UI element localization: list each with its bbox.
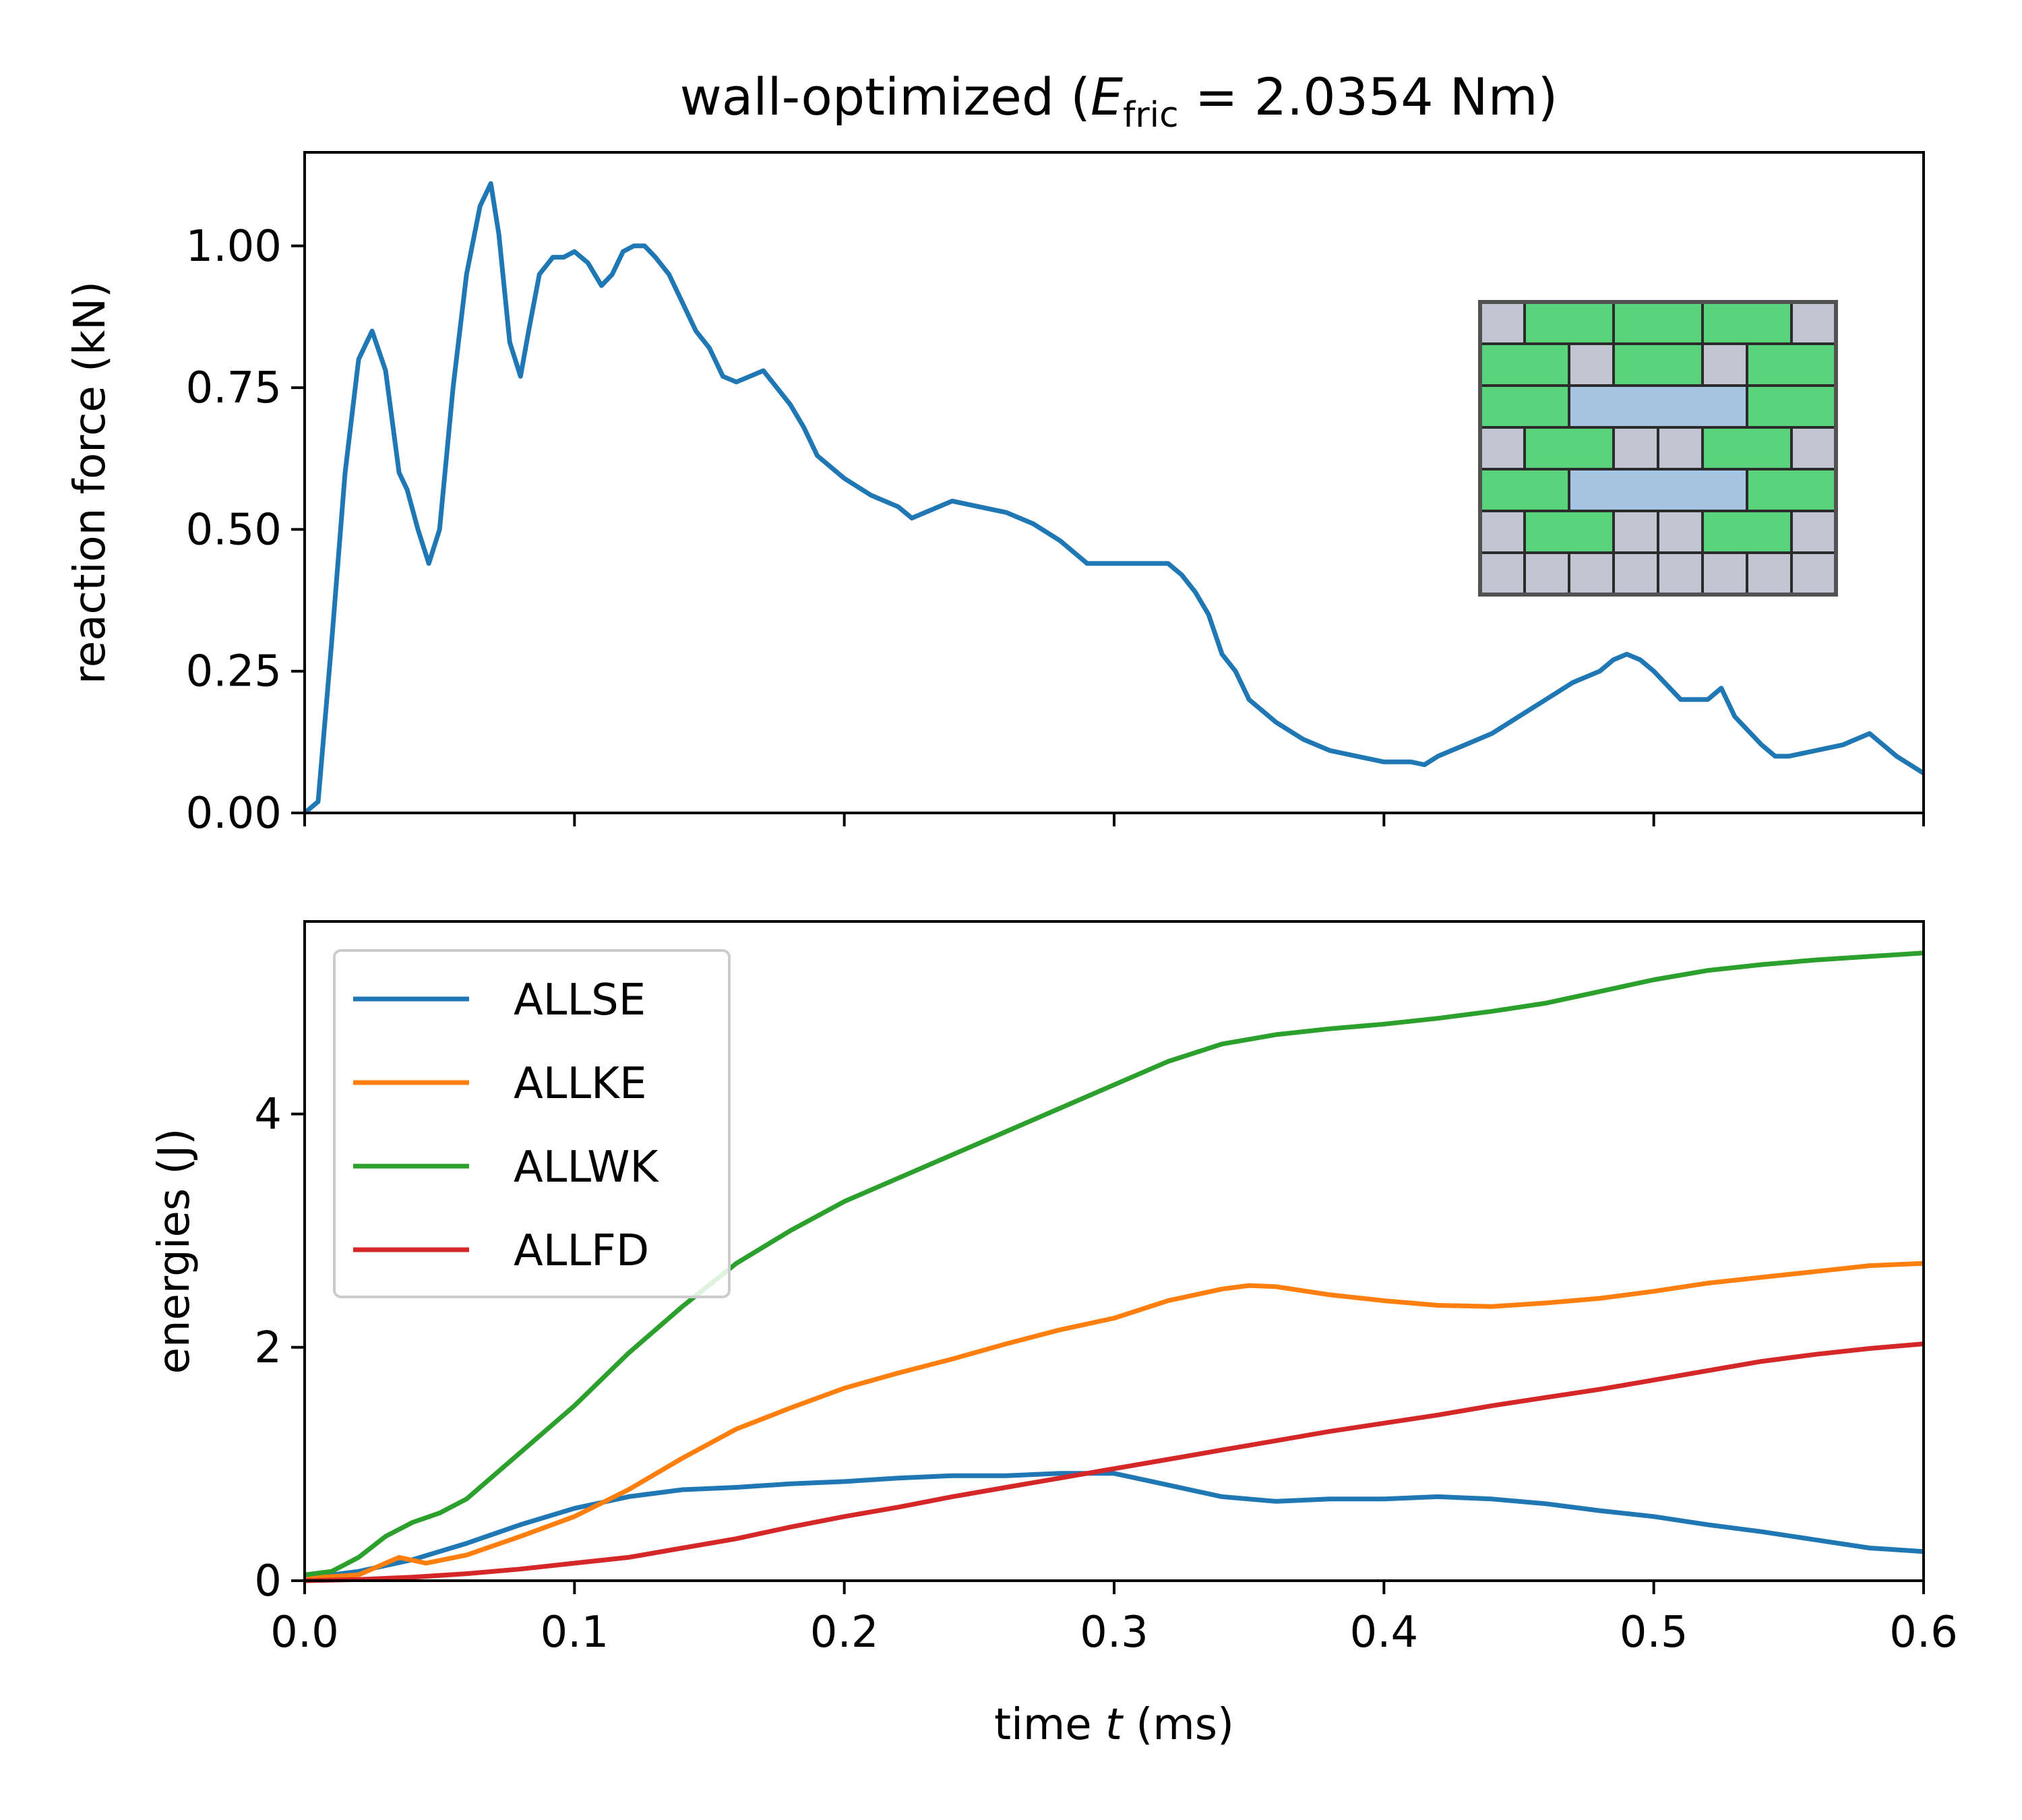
top-y-axis-label: reaction force (kN) (65, 281, 115, 684)
inset-cell (1523, 426, 1615, 471)
inset-cell (1790, 301, 1837, 345)
top-x-ticks (303, 813, 1925, 826)
inset-cell (1568, 342, 1615, 387)
inset-cell (1479, 301, 1526, 345)
inset-cell (1657, 510, 1704, 554)
inset-cell (1657, 551, 1704, 596)
bottom-y-tick-label: 0 (254, 1556, 282, 1606)
inset-cell (1612, 510, 1659, 554)
bottom-panel: 0.0 0.1 0.2 0.3 0.4 0.5 0.6 0 2 4 energies (J) t… (150, 920, 1958, 1750)
inset-cell (1479, 551, 1526, 596)
bottom-y-tick-label: 2 (254, 1323, 282, 1373)
top-y-tick-label: 1.00 (186, 222, 282, 272)
inset-cell (1523, 510, 1615, 554)
bottom-x-axis-label: time t (ms) (994, 1700, 1234, 1750)
bottom-x-tick-label: 0.5 (1620, 1608, 1688, 1658)
bottom-x-tick-label: 0.2 (810, 1608, 879, 1658)
series-line-allfd (304, 1341, 1924, 1583)
bottom-x-tick-label: 0.3 (1080, 1608, 1148, 1658)
bottom-x-ticks: 0.0 0.1 0.2 0.3 0.4 0.5 0.6 (270, 1581, 1958, 1658)
bottom-x-tick-label: 0.0 (270, 1608, 339, 1658)
inset-cell (1612, 551, 1659, 596)
inset-cell (1523, 301, 1615, 345)
bottom-y-ticks: 0 2 4 (254, 1090, 305, 1606)
legend-label-allfd: ALLFD (514, 1226, 649, 1276)
inset-cell (1568, 384, 1748, 429)
inset-cell (1790, 426, 1837, 471)
top-panel: 0.00 0.25 0.50 0.75 1.00 reaction force (kN) (65, 151, 1925, 839)
bottom-x-tick-label: 0.4 (1349, 1608, 1418, 1658)
inset-cell (1701, 510, 1793, 554)
inset-cell (1479, 342, 1570, 387)
legend: ALLSE ALLKE ALLWK ALLFD (333, 949, 731, 1298)
bottom-y-axis-label: energies (J) (150, 1128, 200, 1374)
inset-cell (1479, 426, 1526, 471)
inset-cell (1746, 551, 1793, 596)
inset-cell (1790, 551, 1837, 596)
series-line-allke (304, 1261, 1924, 1581)
inset-cell (1612, 301, 1704, 345)
inset-cell (1701, 342, 1748, 387)
inset-cell (1746, 468, 1837, 512)
series-line-allse (304, 1471, 1924, 1581)
inset-cell (1568, 468, 1748, 512)
top-y-ticks: 0.00 0.25 0.50 0.75 1.00 (186, 222, 305, 839)
bottom-x-tick-label: 0.1 (540, 1608, 609, 1658)
inset-cell (1746, 384, 1837, 429)
top-y-tick-label: 0.25 (186, 647, 282, 697)
inset-cell (1479, 510, 1526, 554)
top-y-tick-label: 0.75 (186, 363, 282, 413)
inset-cell (1790, 510, 1837, 554)
chart-title: wall-optimized (Efric = 2.0354 Nm) (680, 67, 1558, 135)
inset-cell (1479, 384, 1570, 429)
inset-cell (1701, 301, 1793, 345)
inset-cell (1612, 342, 1704, 387)
inset-cell (1612, 426, 1659, 471)
legend-box (333, 949, 731, 1298)
reaction-force-line (303, 181, 1925, 815)
top-y-tick-label: 0.50 (186, 505, 282, 555)
top-y-tick-label: 0.00 (186, 789, 282, 839)
bottom-x-tick-label: 0.6 (1889, 1608, 1958, 1658)
inset-cell (1746, 342, 1837, 387)
inset-cell (1657, 426, 1704, 471)
inset-cell (1568, 551, 1615, 596)
series-line-allwk (304, 950, 1924, 1577)
inset-cell (1701, 551, 1748, 596)
energy-lines (304, 950, 1924, 1583)
inset-border (1478, 300, 1838, 597)
legend-label-allke: ALLKE (514, 1059, 647, 1109)
inset-cell (1701, 426, 1793, 471)
inset-cell (1523, 551, 1570, 596)
inset-cell (1479, 468, 1570, 512)
legend-label-allwk: ALLWK (514, 1143, 660, 1192)
wall-layout-inset (1478, 300, 1838, 597)
bottom-y-tick-label: 4 (254, 1090, 282, 1140)
legend-label-allse: ALLSE (514, 975, 646, 1025)
